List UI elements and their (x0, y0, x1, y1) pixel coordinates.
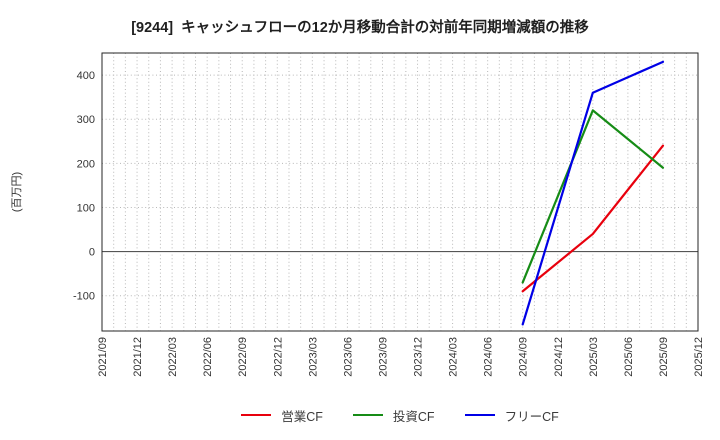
gridlines (102, 53, 698, 331)
legend-item: フリーCF (464, 406, 559, 425)
x-tick-label: 2022/09 (237, 337, 249, 377)
legend-line-swatch (241, 414, 272, 416)
legend-label: 投資CF (392, 409, 435, 424)
y-axis-label: (百万円) (11, 172, 23, 212)
legend-label: フリーCF (504, 409, 559, 424)
x-tick-label: 2025/09 (658, 337, 670, 377)
x-tick-label: 2023/12 (413, 337, 425, 377)
x-tick-label: 2023/03 (307, 337, 319, 377)
y-tick-label: -100 (73, 291, 95, 303)
y-tick-label: 300 (77, 114, 95, 126)
series-line (521, 60, 665, 326)
x-tick-label: 2022/06 (202, 337, 214, 377)
x-tick-label: 2021/09 (97, 337, 109, 377)
x-tick-label: 2023/09 (377, 337, 389, 377)
x-tick-label: 2024/12 (553, 337, 565, 377)
data-series (521, 60, 665, 326)
x-tick-label: 2022/12 (272, 337, 284, 377)
series-line (521, 144, 665, 293)
x-tick-label: 2024/03 (448, 337, 460, 377)
x-tick-label: 2025/06 (623, 337, 635, 377)
series-line (521, 109, 665, 284)
y-tick-label: 200 (77, 158, 95, 170)
y-tick-label: 0 (89, 247, 95, 259)
legend-line-swatch (352, 414, 383, 416)
x-tick-label: 2022/03 (167, 337, 179, 377)
legend-label: 営業CF (281, 409, 323, 424)
x-tick-label: 2025/12 (693, 337, 705, 377)
legend-item: 投資CF (352, 406, 435, 425)
x-tick-label: 2024/09 (518, 337, 530, 377)
y-tick-label: 100 (77, 202, 95, 214)
plot-border (101, 52, 699, 332)
y-tick-label: 400 (77, 70, 95, 82)
chart-title: [9244] キャッシュフローの12か月移動合計の対前年同期増減額の推移 (131, 20, 589, 36)
x-tick-label: 2021/12 (132, 337, 144, 377)
legend: 営業CF 投資CF フリーCF (102, 402, 698, 428)
y-tick-labels: -100 0 100 200 300 400 (73, 70, 95, 303)
x-tick-label: 2025/03 (588, 337, 600, 377)
x-tick-labels: 2021/09 2021/12 2022/03 2022/06 2022/09 2022/… (97, 337, 705, 377)
x-tick-label: 2023/06 (342, 337, 354, 377)
legend-line-swatch (464, 414, 495, 416)
x-tick-label: 2024/06 (483, 337, 495, 377)
legend-item: 営業CF (241, 406, 323, 425)
